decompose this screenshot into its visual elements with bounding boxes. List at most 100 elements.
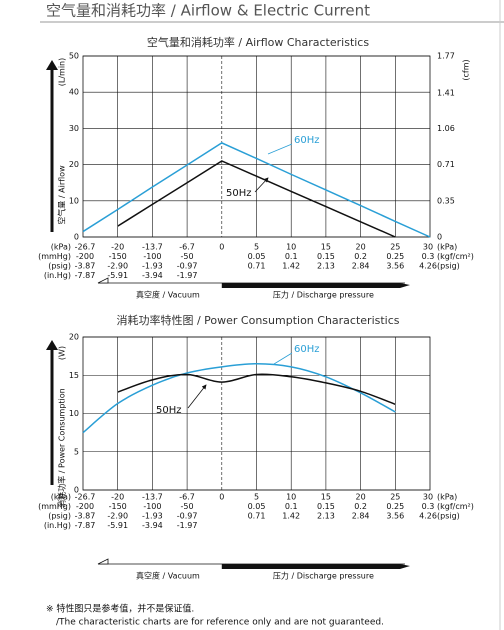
series-annotation: 60Hz: [294, 135, 320, 146]
y-arrow-head: [46, 340, 58, 350]
x-row-label: 0.3: [422, 502, 435, 511]
x-row-label: -200: [76, 252, 94, 261]
x-row-label: -2.90: [107, 512, 128, 521]
x-tick-label: 25: [390, 493, 400, 502]
x-row-label: 0.2: [354, 252, 367, 261]
y2-tick-label: 0.35: [437, 197, 455, 206]
x-row-label: -200: [76, 502, 94, 511]
y-tick-label: 10: [69, 196, 79, 205]
y-unit: (W): [58, 346, 67, 360]
x-row-label: -1.97: [177, 271, 198, 280]
x-row-label: 0.15: [317, 252, 335, 261]
x-tick-label: 20: [356, 493, 366, 502]
x-row-label: -3.87: [75, 262, 96, 271]
x-row-label: 0.1: [285, 502, 298, 511]
x-row-label: 0.05: [248, 252, 266, 261]
y-tick-label: 20: [69, 333, 79, 342]
y-tick-label: 10: [69, 409, 79, 418]
x-row-unit-right: (kgf/cm²): [437, 502, 474, 511]
x-tick-label: 0: [219, 243, 224, 252]
x-row-unit-left: (in.Hg): [44, 521, 71, 530]
x-row-label: -3.94: [142, 521, 163, 530]
y2-tick-label: 1.41: [437, 88, 455, 97]
x-row-label: 2.13: [317, 512, 335, 521]
y-label: 消耗功率 / Power Consumption: [57, 388, 67, 508]
x-row-label: 0.15: [317, 502, 335, 511]
x-row-label: -5.91: [107, 521, 128, 530]
vacuum-label: 真空度 / Vacuum: [136, 571, 200, 581]
x-row-label: 0.71: [248, 512, 266, 521]
series-annotation: 60Hz: [294, 344, 320, 355]
x-tick-label: -26.7: [75, 243, 96, 252]
x-row-unit-left: (psig): [48, 262, 71, 271]
x-tick-label: 10: [286, 243, 296, 252]
x-row-label: 2.84: [352, 262, 370, 271]
y-tick-label: 50: [69, 52, 79, 61]
y-tick-label: 15: [69, 371, 79, 380]
x-row-unit-left: (mmHg): [38, 502, 71, 511]
x-row-label: 0.1: [285, 252, 298, 261]
series-annotation: 50Hz: [226, 188, 252, 199]
pressure-label: 压力 / Discharge pressure: [273, 290, 374, 300]
x-tick-label: 15: [321, 243, 331, 252]
x-tick-label: -6.7: [179, 493, 195, 502]
x-row-label: -2.90: [107, 262, 128, 271]
y-tick-label: 0: [74, 486, 79, 495]
x-row-label: -0.97: [177, 262, 198, 271]
x-tick-label: 20: [356, 243, 366, 252]
y-label: 空气量 / Airflow: [57, 165, 67, 225]
x-row-label: 0.05: [248, 502, 266, 511]
y2-tick-label: 1.77: [437, 52, 455, 61]
x-row-label: -1.93: [142, 512, 163, 521]
y2-unit: (cfm): [462, 59, 471, 80]
footer-note-en: /The characteristic charts are for refer…: [56, 618, 384, 628]
x-row-label: -7.87: [75, 521, 96, 530]
x-row-label: -150: [109, 252, 127, 261]
x-tick-label: -6.7: [179, 243, 195, 252]
x-row-unit-left: (kPa): [51, 493, 71, 502]
annotation-leader: [267, 143, 293, 155]
y-tick-label: 40: [69, 88, 79, 97]
x-row-label: -3.94: [142, 271, 163, 280]
chart-title: 空气量和消耗功率 / Airflow Characteristics: [147, 35, 369, 49]
x-row-label: -50: [181, 252, 194, 261]
y2-tick-label: 0: [437, 233, 442, 242]
x-tick-label: 5: [254, 243, 259, 252]
x-row-label: -3.87: [75, 512, 96, 521]
x-row-unit-right: (kPa): [437, 493, 457, 502]
x-row-label: -7.87: [75, 271, 96, 280]
x-row-label: 0.71: [248, 262, 266, 271]
y2-tick-label: 0.71: [437, 160, 455, 169]
x-tick-label: -20: [111, 243, 124, 252]
series-line: [117, 373, 396, 406]
series-annotation: 50Hz: [156, 405, 182, 416]
x-row-label: 2.84: [352, 512, 370, 521]
x-row-unit-left: (kPa): [51, 243, 71, 252]
x-row-unit-left: (mmHg): [38, 252, 71, 261]
vacuum-label: 真空度 / Vacuum: [136, 290, 200, 300]
annotation-leader: [273, 352, 293, 365]
x-row-label: 3.56: [386, 262, 404, 271]
x-row-unit-right: (kPa): [437, 243, 457, 252]
x-tick-label: 5: [254, 493, 259, 502]
y-arrow-head: [46, 60, 58, 70]
x-row-label: 1.42: [282, 262, 300, 271]
x-row-label: 0.25: [386, 502, 404, 511]
x-tick-label: 10: [286, 493, 296, 502]
x-row-label: -100: [143, 502, 161, 511]
x-row-label: 2.13: [317, 262, 335, 271]
x-tick-label: 0: [219, 493, 224, 502]
page-title: 空气量和消耗功率 / Airflow & Electric Current: [46, 2, 370, 20]
footer-note: ※ 特性图只是参考值，并不是保证值.: [46, 603, 194, 615]
y-tick-label: 5: [74, 447, 79, 456]
annotation-leader: [254, 177, 269, 193]
x-row-label: -5.91: [107, 271, 128, 280]
x-row-label: 1.42: [282, 512, 300, 521]
annotation-leader: [187, 384, 207, 409]
x-tick-label: -13.7: [142, 243, 163, 252]
y-tick-label: 0: [74, 233, 79, 242]
x-row-label: 4.26: [419, 262, 437, 271]
x-row-label: 0.2: [354, 502, 367, 511]
x-row-unit-left: (in.Hg): [44, 271, 71, 280]
